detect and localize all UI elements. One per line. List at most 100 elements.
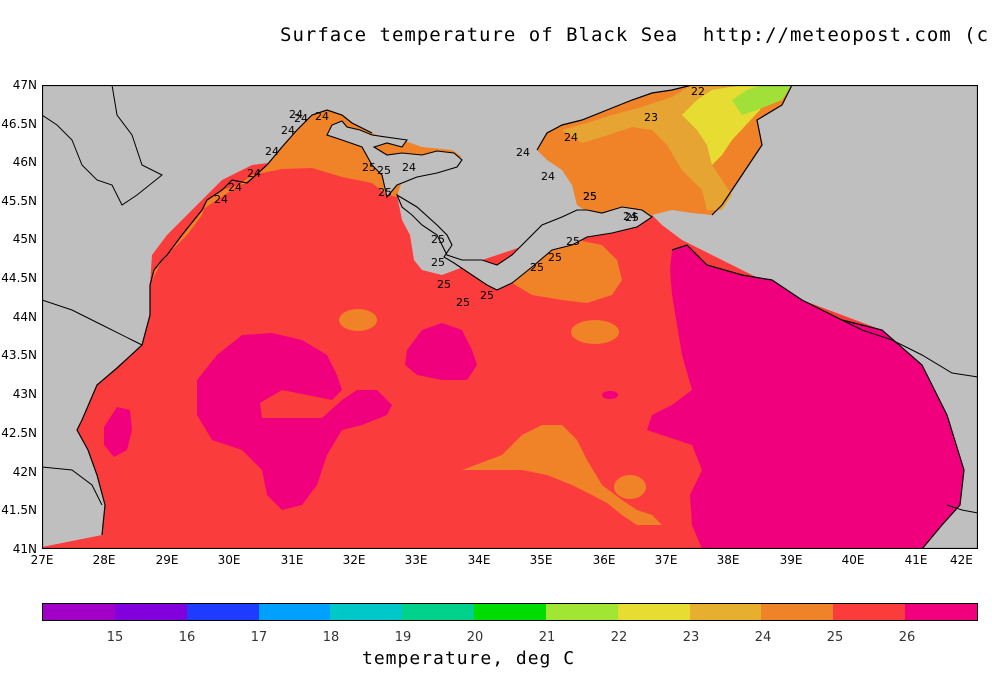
contour-label: 24 (315, 110, 329, 123)
coastline-east (671, 244, 965, 549)
contour-label: 24 (214, 193, 228, 206)
contour-label: 25 (583, 190, 597, 203)
colorbar-label: temperature, deg C (362, 648, 576, 669)
contour-label: 25 (530, 261, 544, 274)
sea-zone-magenta-east (647, 245, 964, 549)
azov-zone-green (732, 85, 792, 115)
colorbar-tick: 16 (178, 630, 196, 645)
sea-zone-orange-blob-3 (614, 475, 646, 499)
kerch-south-crimea (395, 193, 653, 291)
contour-label: 25 (480, 289, 494, 302)
lat-label: 45.5N (1, 194, 37, 208)
contour-label: 25 (456, 296, 470, 309)
contour-label: 25 (431, 233, 445, 246)
colorbar-tick: 19 (394, 630, 412, 645)
lon-label: 29E (155, 553, 179, 567)
contour-label: 24 (289, 108, 303, 121)
lon-label: 40E (841, 553, 865, 567)
contour-label: 24 (623, 210, 637, 223)
sea-zone-magenta-dot (602, 391, 618, 399)
azov-coastline (536, 85, 793, 216)
contour-label: 24 (402, 161, 416, 174)
lon-label: 36E (592, 553, 616, 567)
lon-label: 42E (950, 553, 973, 567)
country-border (42, 299, 143, 346)
lat-label: 44N (12, 310, 37, 324)
colorbar-swatch (114, 604, 187, 620)
contour-label: 24 (294, 112, 308, 125)
contour-label: 23 (644, 111, 658, 124)
lon-label: 34E (467, 553, 491, 567)
country-border (946, 504, 978, 514)
colorbar-swatch (474, 604, 546, 620)
lon-label: 41E (904, 553, 928, 567)
contour-label: 24 (541, 170, 555, 183)
contour-label: 25 (625, 211, 639, 224)
country-border (42, 85, 163, 206)
lon-label: 32E (342, 553, 366, 567)
sea-zone-magenta-center (405, 323, 477, 380)
sea-temperature-map: 24 24 24 24 24 24 24 24 24 25 25 25 24 2… (42, 85, 978, 549)
contour-label: 25 (566, 235, 580, 248)
lat-label: 43N (12, 387, 37, 401)
lon-label: 38E (716, 553, 740, 567)
contour-label: 25 (377, 164, 391, 177)
colorbar-tick: 20 (466, 630, 484, 645)
coastline-south (76, 285, 151, 536)
lon-label: 30E (217, 553, 241, 567)
contour-label: 24 (281, 124, 295, 137)
colorbar-swatch (905, 604, 977, 620)
colorbar-tick: 26 (898, 630, 916, 645)
lon-label: 37E (654, 553, 678, 567)
colorbar-swatch (43, 604, 115, 620)
lat-label: 42N (12, 465, 37, 479)
lon-label: 31E (280, 553, 304, 567)
colorbar-tick: 21 (538, 630, 556, 645)
contour-label: 24 (228, 181, 242, 194)
lon-label: 28E (92, 553, 116, 567)
colorbar-tick: 24 (754, 630, 772, 645)
country-border (42, 466, 103, 506)
crimea-peninsula (326, 120, 463, 199)
contour-label: 25 (362, 161, 376, 174)
lat-label: 44.5N (1, 271, 37, 285)
lon-label: 35E (529, 553, 553, 567)
contour-label: 24 (265, 145, 279, 158)
colorbar-swatch (761, 604, 834, 620)
colorbar-swatch (330, 604, 403, 620)
colorbar-swatch (689, 604, 762, 620)
contour-label: 25 (437, 278, 451, 291)
colorbar-swatch (617, 604, 690, 620)
lat-label: 43.5N (1, 348, 37, 362)
contour-label: 24 (247, 167, 261, 180)
sea-zone-magenta-far-west (104, 407, 132, 457)
country-border (841, 319, 978, 378)
colorbar-swatch (833, 604, 906, 620)
map-frame (42, 85, 978, 549)
colorbar-tick: 22 (610, 630, 628, 645)
lat-label: 41.5N (1, 503, 37, 517)
colorbar-swatch (402, 604, 475, 620)
lat-label: 46N (12, 155, 37, 169)
colorbar (42, 603, 978, 621)
sea-zone-orange-blob-1 (339, 309, 377, 331)
lon-label: 33E (404, 553, 428, 567)
sea-zone-orange-south (462, 425, 672, 535)
map-title: Surface temperature of Black Sea http://… (280, 24, 992, 46)
sea-zone-magenta-west (197, 333, 392, 510)
contour-label: 24 (516, 146, 530, 159)
contour-label: 22 (691, 85, 705, 98)
colorbar-swatch (258, 604, 331, 620)
contour-label: 24 (564, 131, 578, 144)
colorbar-tick: 25 (826, 630, 844, 645)
lat-label: 45N (12, 232, 37, 246)
colorbar-tick: 23 (682, 630, 700, 645)
contour-label: 25 (548, 251, 562, 264)
colorbar-tick: 17 (250, 630, 268, 645)
lon-label: 27E (30, 553, 54, 567)
lat-label: 41N (12, 542, 37, 556)
lat-label: 46.5N (1, 117, 37, 131)
lat-label: 47N (12, 78, 37, 92)
contour-label: 25 (583, 190, 597, 203)
lon-label: 39E (779, 553, 803, 567)
